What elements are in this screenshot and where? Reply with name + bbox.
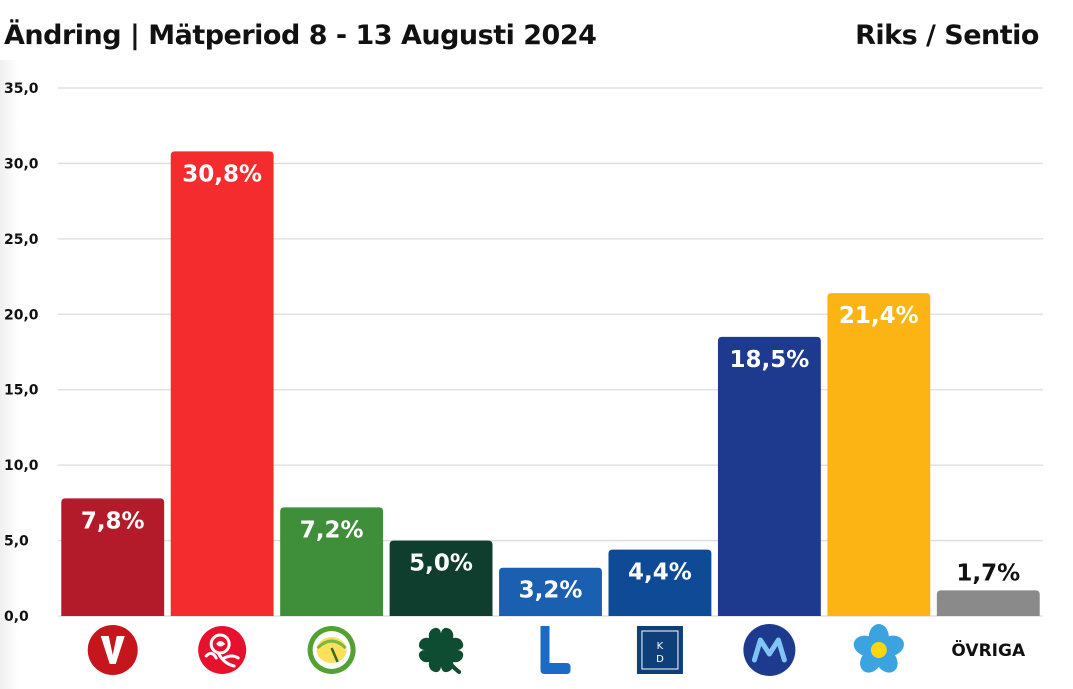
c-clover-logo-icon xyxy=(418,627,464,674)
bar xyxy=(61,498,165,616)
bar-value-label: 1,7% xyxy=(956,560,1020,586)
bar-group: 5,0% xyxy=(389,540,493,616)
bar xyxy=(499,567,602,616)
y-axis-ticks: 0,0 5,0 10,0 15,0 20,0 25,0 30,0 35,0 xyxy=(4,81,39,625)
bar-group: 3,2% xyxy=(499,567,602,616)
bar-value-label: 30,8% xyxy=(182,161,262,187)
y-tick-label: 20,0 xyxy=(4,307,39,323)
svg-text:K: K xyxy=(657,641,664,652)
bar-value-label: 7,2% xyxy=(300,517,364,543)
bar xyxy=(389,540,493,616)
y-tick-label: 35,0 xyxy=(4,81,39,97)
x-axis-logos: KD ÖVRIGA xyxy=(87,624,1026,676)
y-tick-label: 30,0 xyxy=(4,156,39,172)
bar-value-label: 18,5% xyxy=(729,347,809,373)
bars: 7,8% 30,8% 7,2% 5,0% 3,2% 4,4% 18,5% 21,4% 1,7% xyxy=(61,151,1040,617)
v-party-logo-icon xyxy=(87,625,138,675)
bar-group: 21,4% xyxy=(827,293,931,616)
chart-title: Ändring | Mätperiod 8 - 13 Augusti 2024 xyxy=(4,20,597,51)
bar-group: 1,7% xyxy=(936,560,1040,616)
bar xyxy=(936,590,1040,616)
mp-dandelion-logo-icon xyxy=(307,626,356,674)
y-tick-label: 15,0 xyxy=(4,383,39,399)
bar-value-label: 4,4% xyxy=(628,560,692,586)
bar-value-label: 21,4% xyxy=(839,303,919,329)
bar xyxy=(717,336,821,616)
y-tick-label: 0,0 xyxy=(4,609,29,625)
left-edge-shadow xyxy=(0,60,18,689)
chart-source: Riks / Sentio xyxy=(855,20,1039,51)
kd-party-logo-icon: KD xyxy=(636,626,683,674)
y-tick-label: 10,0 xyxy=(4,458,39,474)
m-party-logo-icon xyxy=(743,624,796,676)
bar xyxy=(170,151,274,617)
y-tick-label: 25,0 xyxy=(4,232,39,248)
x-category-label: ÖVRIGA xyxy=(951,639,1026,661)
bar-group: 18,5% xyxy=(717,336,821,616)
bar xyxy=(827,293,931,616)
bar-group: 30,8% xyxy=(170,151,274,617)
bar xyxy=(280,507,384,616)
bar-value-label: 7,8% xyxy=(81,508,145,534)
y-tick-label: 5,0 xyxy=(4,534,29,550)
sd-flower-logo-icon xyxy=(853,624,904,673)
bar-group: 7,2% xyxy=(280,507,384,616)
bar-value-label: 5,0% xyxy=(409,551,473,577)
bar-group: 7,8% xyxy=(61,498,165,616)
l-party-logo-icon xyxy=(540,626,571,674)
svg-text:D: D xyxy=(656,654,664,665)
s-rose-logo-icon xyxy=(198,626,247,674)
x-category-label: ÖVRIGA xyxy=(951,639,1026,661)
bar xyxy=(608,549,712,616)
bar-group: 4,4% xyxy=(608,549,712,616)
bar-value-label: 3,2% xyxy=(519,578,583,604)
